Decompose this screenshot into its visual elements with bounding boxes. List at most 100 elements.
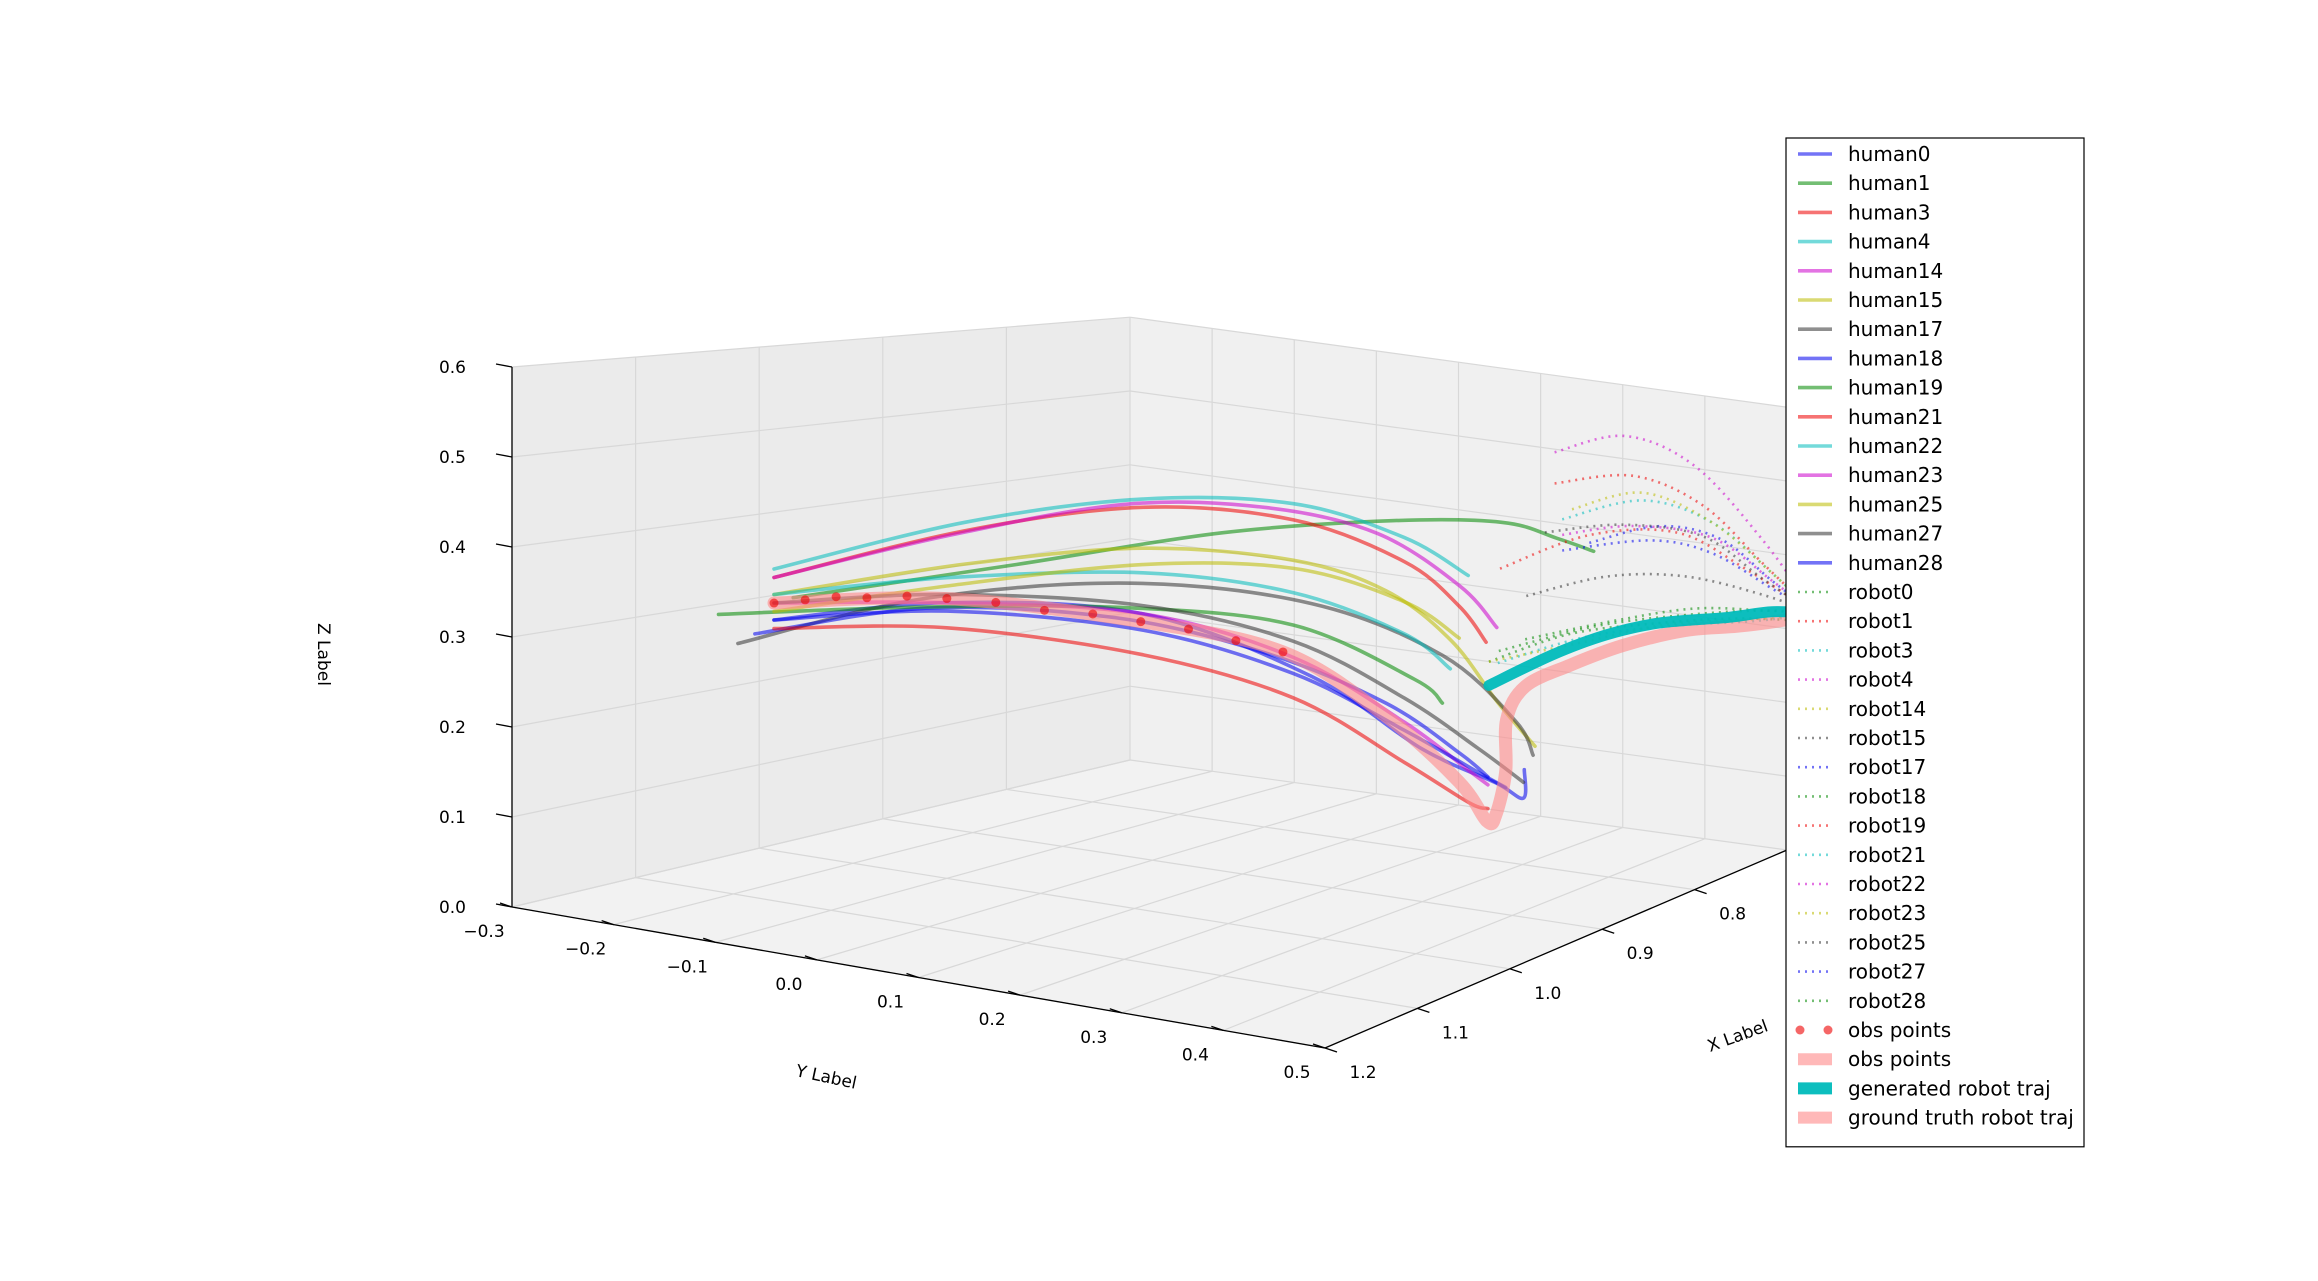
grid-line	[511, 611, 1131, 728]
y-tick-label: 0.3	[1080, 1028, 1107, 1048]
obs-point-marker	[1088, 609, 1098, 619]
legend-label: ground truth robot traj	[1848, 1106, 2074, 1130]
x-tick	[1694, 888, 1707, 895]
grid-line	[511, 464, 1131, 548]
legend-label: robot23	[1848, 901, 1926, 925]
legend-entry: robot17	[1798, 755, 1926, 779]
legend-label: robot25	[1848, 930, 1926, 954]
obs-point-marker	[1231, 636, 1241, 646]
series-line-human15	[772, 546, 1537, 748]
y-tick	[1007, 990, 1021, 996]
legend-label: human28	[1848, 551, 1943, 575]
obs-point-marker	[769, 598, 779, 608]
grid-line	[759, 847, 1510, 970]
legend-label: robot27	[1848, 960, 1926, 984]
legend-entry: robot1	[1798, 609, 1914, 633]
series-line-robot21	[1497, 612, 1816, 665]
grid-line	[1129, 316, 1788, 408]
obs-point-marker	[831, 592, 841, 602]
legend-entry: human15	[1798, 288, 1943, 312]
legend-label: human18	[1848, 346, 1943, 370]
obs-point-marker	[902, 591, 912, 601]
legend-label: robot1	[1848, 609, 1914, 633]
x-tick	[1417, 1007, 1430, 1014]
legend-entry: human19	[1798, 376, 1943, 400]
legend-entry: ground truth robot traj	[1798, 1106, 2074, 1130]
legend-entry: human1	[1798, 171, 1931, 195]
left-pane	[512, 317, 1130, 907]
legend-entry: robot0	[1798, 580, 1914, 604]
legend-entry: robot21	[1798, 843, 1926, 867]
z-tick	[495, 813, 513, 818]
legend-entry: human0	[1798, 142, 1931, 166]
x-axis-label: X Label	[1705, 1016, 1771, 1056]
y-tick	[804, 955, 818, 961]
legend-entry: robot4	[1798, 668, 1914, 692]
series-line-human19	[716, 604, 1445, 705]
legend-label: robot4	[1848, 668, 1914, 692]
grid-line	[1129, 464, 1788, 556]
x-tick	[1509, 968, 1523, 974]
legend-label: human21	[1848, 405, 1943, 429]
y-tick	[1211, 1025, 1224, 1031]
legend-entry: robot19	[1798, 814, 1926, 838]
grid-line	[918, 804, 1459, 979]
z-tick-label: 0.5	[439, 448, 466, 468]
obs-point-marker	[942, 594, 952, 604]
x-tick	[1324, 1047, 1338, 1053]
series-line-human4	[772, 495, 1470, 578]
z-tick-label: 0.3	[439, 628, 466, 648]
grid-line	[613, 770, 1213, 926]
legend-swatch	[1823, 1025, 1833, 1035]
legend-label: human1	[1848, 171, 1931, 195]
grid-line	[635, 877, 1418, 1009]
grid-line	[511, 759, 1131, 908]
grid-line	[1129, 390, 1788, 482]
legend-entry: human27	[1798, 522, 1943, 546]
legend-entry: robot14	[1798, 697, 1926, 721]
legend: human0 human1 human3 human4 human14 human15 hu…	[1785, 137, 2085, 1148]
legend-label: human27	[1848, 522, 1943, 546]
y-tick-label: −0.3	[463, 922, 504, 942]
ground-truth-robot-traj-line	[767, 591, 1822, 831]
legend-label: robot22	[1848, 872, 1926, 896]
legend-entry: human21	[1798, 405, 1943, 429]
legend-label: human23	[1848, 463, 1943, 487]
legend-entry: robot18	[1798, 784, 1926, 808]
grid-line	[1129, 611, 1788, 703]
legend-label: robot19	[1848, 814, 1926, 838]
legend-entry: human18	[1798, 346, 1943, 370]
z-axis-label: Z Label	[313, 623, 333, 686]
series-line-human22	[772, 570, 1453, 671]
z-tick	[495, 543, 513, 548]
legend-entry: generated robot traj	[1798, 1076, 2051, 1100]
obs-point-marker	[1184, 624, 1193, 634]
legend-entry: robot28	[1798, 989, 1926, 1013]
series-line-robot19	[1554, 473, 1817, 615]
x-tick-label: 0.8	[1719, 905, 1746, 925]
z-tick	[495, 723, 513, 728]
grid-line	[511, 316, 1131, 368]
series-line-human1	[791, 517, 1596, 600]
legend-entry: robot25	[1798, 930, 1926, 954]
legend-label: human25	[1848, 492, 1943, 516]
z-tick	[495, 633, 513, 638]
legend-label: robot0	[1848, 580, 1914, 604]
legend-entry: human3	[1798, 200, 1931, 224]
legend-label: robot15	[1848, 726, 1926, 750]
legend-label: generated robot traj	[1848, 1076, 2051, 1100]
series-line-robot14	[1571, 491, 1817, 615]
generated-robot-traj-line	[1483, 606, 1821, 691]
grid-line	[1121, 826, 1623, 1014]
legend-box	[1785, 137, 2085, 1148]
legend-entry: human4	[1798, 230, 1931, 254]
legend-label: human0	[1848, 142, 1931, 166]
legend-label: human14	[1848, 259, 1943, 283]
y-tick	[1109, 1008, 1122, 1014]
y-tick	[703, 937, 716, 943]
series-line-robot18	[1498, 609, 1816, 653]
legend-entry: human25	[1798, 492, 1943, 516]
z-tick-label: 0.2	[439, 718, 466, 738]
legend-label: obs points	[1848, 1047, 1951, 1071]
legend-entry: robot15	[1798, 726, 1926, 750]
